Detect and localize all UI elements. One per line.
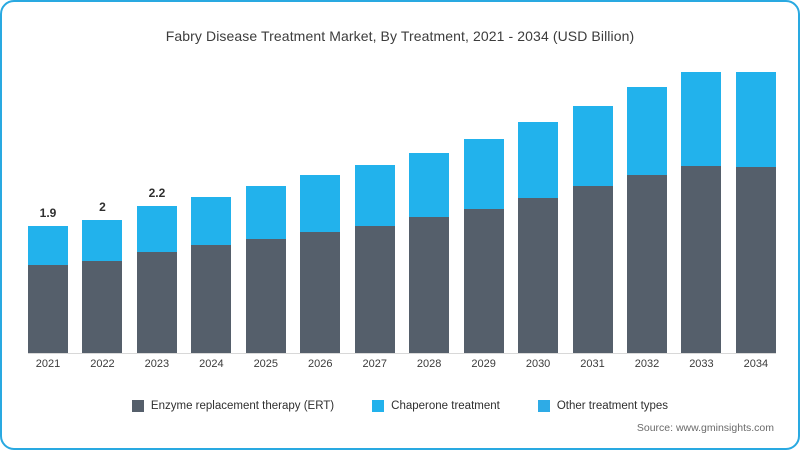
bar-segment-chaperone — [518, 122, 559, 198]
legend-label: Chaperone treatment — [391, 400, 500, 412]
bar-segment-ert — [409, 217, 450, 354]
bar-segment-ert — [681, 165, 722, 354]
x-tick-label: 2028 — [416, 358, 442, 370]
bar-segment-ert — [136, 251, 177, 354]
bar-group — [300, 72, 341, 354]
bar-segment-chaperone — [191, 196, 232, 246]
bar-segment-ert — [245, 238, 286, 354]
bar-value-label: 2.2 — [148, 186, 166, 201]
x-tick-label: 2030 — [525, 358, 551, 370]
x-axis-line — [28, 353, 776, 354]
x-tick-label: 2027 — [362, 358, 387, 370]
bar-group — [735, 72, 776, 354]
bar-segment-chaperone — [409, 152, 450, 218]
bar-group — [354, 72, 395, 354]
bar-group: 1.9 — [28, 72, 68, 354]
x-axis-tick-labels: 2021 2022 2023 2024 2025 2026 2027 2028 2029 2030… — [28, 358, 776, 370]
bar-segment-ert — [191, 245, 232, 354]
x-tick-label: 2026 — [308, 358, 333, 370]
bar-group: 2 — [82, 72, 123, 354]
bar-segment-chaperone — [681, 72, 722, 166]
legend-item[interactable]: Chaperone treatment — [372, 400, 500, 412]
x-tick-label: 2021 — [35, 358, 61, 370]
bar-segment-chaperone — [626, 87, 667, 176]
bar-group — [681, 72, 722, 354]
bar-group — [191, 72, 232, 354]
x-tick-label: 2031 — [580, 358, 605, 370]
bar-segment-chaperone — [245, 186, 286, 239]
bar-segment-chaperone — [463, 139, 504, 209]
x-tick-label: 2032 — [634, 358, 660, 370]
legend-swatch-icon — [131, 400, 144, 412]
bar-segment-chaperone — [735, 72, 776, 167]
bar-group — [245, 72, 286, 354]
bar-segment-chaperone — [354, 165, 395, 226]
bar-value-label: 1.9 — [39, 206, 57, 221]
bar-value-label: 2 — [99, 199, 106, 214]
chart-legend: Enzyme replacement therapy (ERT) Chaperon… — [2, 400, 798, 412]
x-tick-label: 2025 — [253, 358, 279, 370]
bar-segment-ert — [626, 175, 667, 354]
bar-segment-ert — [572, 186, 613, 354]
x-tick-label: 2023 — [144, 358, 170, 370]
bar-segment-ert — [735, 166, 776, 354]
bar-group — [463, 72, 504, 354]
page-title: Fabry Disease Treatment Market, By Treat… — [165, 28, 635, 44]
source-note: Source: www.gminsights.com — [636, 422, 774, 434]
x-tick-label: 2029 — [471, 358, 496, 370]
bar-segment-ert — [518, 197, 559, 354]
x-tick-label: 2024 — [199, 358, 224, 370]
bar-group — [572, 72, 613, 354]
bar-segment-chaperone — [300, 175, 341, 233]
bar-segment-ert — [82, 260, 123, 354]
x-tick-label: 2022 — [90, 358, 115, 370]
bar-group — [518, 72, 559, 354]
bar-segment-ert — [300, 232, 341, 354]
bar-segment-chaperone — [82, 219, 123, 261]
bar-series-container: 1.9 2 2.2 — [28, 72, 776, 354]
bar-segment-chaperone — [28, 226, 68, 266]
bar-group — [409, 72, 450, 354]
legend-label: Enzyme replacement therapy (ERT) — [150, 400, 335, 412]
legend-item[interactable]: Enzyme replacement therapy (ERT) — [131, 400, 335, 412]
bar-segment-ert — [463, 208, 504, 354]
plot-area: 1.9 2 2.2 — [28, 72, 776, 354]
bar-segment-chaperone — [572, 105, 613, 187]
legend-item[interactable]: Other treatment types — [537, 400, 669, 412]
bar-segment-ert — [28, 265, 68, 354]
legend-label: Other treatment types — [556, 400, 669, 412]
bar-segment-chaperone — [136, 206, 177, 252]
x-tick-label: 2034 — [743, 358, 769, 370]
bar-group: 2.2 — [136, 72, 177, 354]
bar-group — [626, 72, 667, 354]
legend-swatch-icon — [537, 400, 550, 412]
legend-swatch-icon — [372, 400, 385, 412]
x-tick-label: 2033 — [689, 358, 714, 370]
bar-segment-ert — [354, 225, 395, 354]
